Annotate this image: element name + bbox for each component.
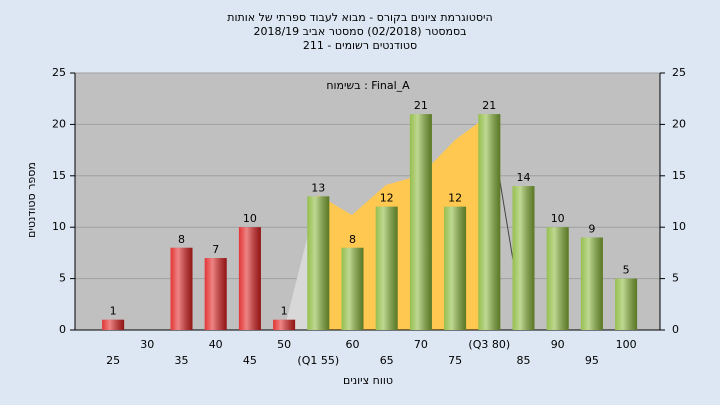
x-tick-label: 100 [616, 338, 637, 351]
bar-shade [512, 186, 535, 330]
value-label: 21 [482, 99, 496, 112]
value-label: 7 [212, 243, 219, 256]
y-tick-label: 5 [59, 272, 66, 285]
bar-shade [478, 114, 501, 331]
annotation: בשימוח : Final_A [326, 79, 410, 92]
bar-shade [444, 206, 467, 330]
bar-shade [204, 258, 227, 330]
x-tick-label: 85 [517, 354, 531, 367]
x-tick-label: 95 [585, 354, 599, 367]
x-tick-label: 40 [209, 338, 223, 351]
value-label: 21 [414, 99, 428, 112]
bar-shade [238, 227, 261, 330]
y-tick-label: 15 [672, 169, 686, 182]
value-label: 5 [623, 264, 630, 277]
value-label: 8 [178, 233, 185, 246]
y-tick-label: 15 [52, 169, 66, 182]
bar-shade [615, 278, 638, 330]
x-tick-label: 45 [243, 354, 257, 367]
value-label: 1 [110, 305, 117, 318]
y-tick-label: 10 [52, 220, 66, 233]
y-tick-label: 20 [52, 117, 66, 130]
x-tick-label: 65 [380, 354, 394, 367]
bar-shade [307, 196, 330, 330]
y-tick-label: 10 [672, 220, 686, 233]
x-tick-label: 75 [448, 354, 462, 367]
value-label: 1 [281, 305, 288, 318]
value-label: 9 [588, 222, 595, 235]
x-tick-label: 90 [551, 338, 565, 351]
bar-shade [409, 114, 432, 331]
y-tick-label: 0 [59, 323, 66, 336]
x-tick-label: 60 [346, 338, 360, 351]
x-tick-label: (Q3 80) [468, 338, 510, 351]
x-axis-label: טווח ציונים [343, 374, 393, 387]
y-axis-label: מספר סטודנטים [25, 162, 38, 238]
chart-subtitle: סטודנטים רשומים - 211 [303, 39, 417, 52]
value-label: 12 [380, 192, 394, 205]
bar-shade [170, 247, 193, 330]
value-label: 10 [551, 212, 565, 225]
x-tick-label: 70 [414, 338, 428, 351]
bar-shade [546, 227, 569, 330]
value-label: 8 [349, 233, 356, 246]
x-tick-label: 25 [106, 354, 120, 367]
value-label: 10 [243, 212, 257, 225]
x-tick-label: 35 [175, 354, 189, 367]
chart-subtitle: בסמסטר (02/2018) סמסטר אביב 2018/19 [253, 25, 466, 38]
y-tick-label: 25 [672, 66, 686, 79]
value-label: 14 [517, 171, 531, 184]
x-tick-label: 50 [277, 338, 291, 351]
bar-shade [102, 319, 125, 330]
y-tick-label: 20 [672, 117, 686, 130]
bar-shade [273, 319, 296, 330]
bar-shade [375, 206, 398, 330]
value-label: 13 [311, 181, 325, 194]
bar-shade [580, 237, 603, 330]
y-tick-label: 0 [672, 323, 679, 336]
x-tick-label: (Q1 55) [297, 354, 339, 367]
bar-shade [341, 247, 364, 330]
value-label: 12 [448, 192, 462, 205]
y-tick-label: 5 [672, 272, 679, 285]
x-tick-label: 30 [140, 338, 154, 351]
y-tick-label: 25 [52, 66, 66, 79]
chart-title: היסטוגרמת ציונים בקורס - מבוא לעבוד ספרת… [227, 11, 492, 24]
